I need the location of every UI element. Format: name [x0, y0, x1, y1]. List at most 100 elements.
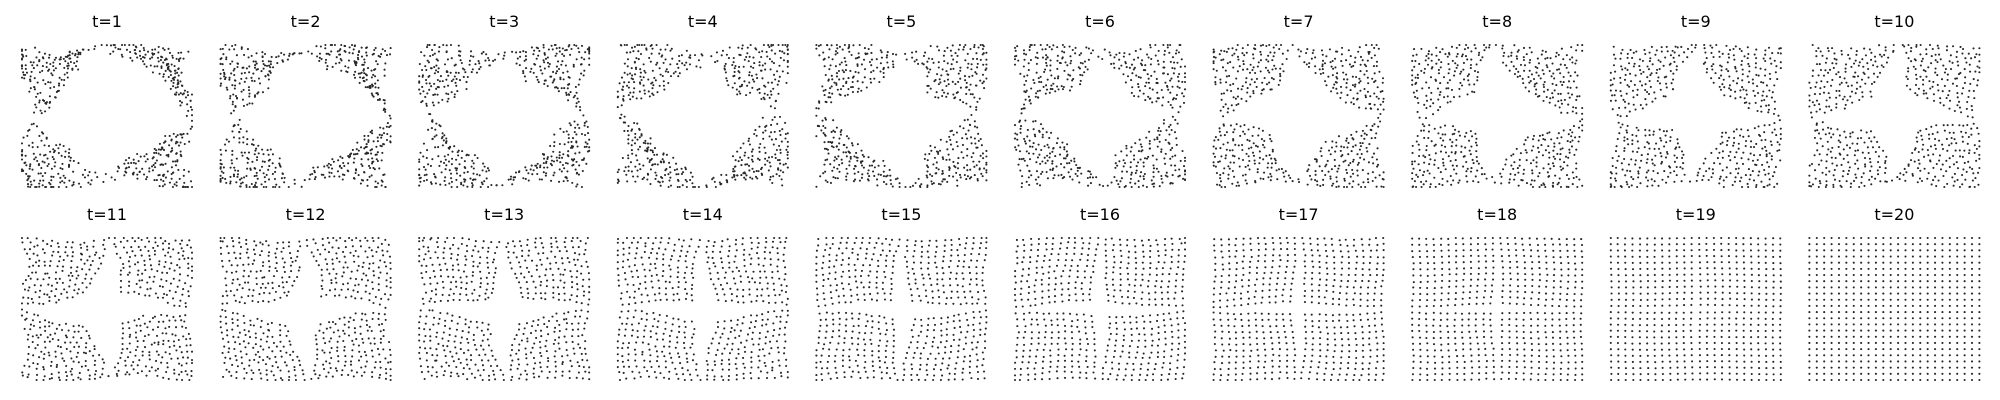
scatter-point [168, 51, 172, 54]
scatter-point [1515, 55, 1518, 58]
scatter-point [370, 152, 373, 155]
scatter-point [758, 51, 761, 54]
scatter-point [1475, 144, 1478, 147]
scatter-point [24, 67, 27, 70]
scatter-point [1340, 53, 1343, 56]
scatter-point [422, 90, 425, 93]
scatter-point [1547, 145, 1550, 148]
scatter-point [770, 49, 773, 52]
scatter-point [269, 66, 272, 69]
scatter-point [1065, 162, 1069, 165]
scatter-point [1117, 183, 1120, 186]
scatter-point [569, 91, 572, 94]
scatter-point [861, 173, 864, 176]
scatter-point [1423, 170, 1426, 173]
scatter-point [1675, 156, 1679, 159]
scatter-point [983, 167, 986, 170]
scatter-point [1241, 52, 1244, 55]
scatter-point [1019, 169, 1022, 172]
scatter-point [844, 69, 847, 72]
scatter-point [1703, 47, 1706, 50]
scatter-point [1120, 64, 1123, 67]
scatter-point [286, 58, 289, 61]
scatter-point [63, 73, 66, 76]
scatter-point [1581, 124, 1584, 127]
scatter-point [312, 166, 315, 169]
scatter-point [1110, 62, 1113, 65]
scatter-point [1673, 170, 1676, 173]
scatter-point [911, 184, 915, 187]
scatter-point [426, 43, 429, 47]
scatter-point [248, 102, 251, 105]
scatter-point [1044, 68, 1047, 71]
scatter-point [1686, 56, 1689, 59]
scatter-point [985, 171, 988, 174]
scatter-point [425, 46, 429, 49]
scatter-point [1173, 164, 1177, 167]
scatter-point [1152, 171, 1155, 174]
scatter-point [1549, 97, 1552, 100]
scatter-point [1612, 53, 1616, 56]
scatter-point [1721, 83, 1724, 86]
scatter-point [1238, 65, 1241, 68]
scatter-point [29, 87, 32, 90]
scatter-point [1713, 162, 1716, 165]
scatter-point [1016, 45, 1019, 48]
scatter-point [1249, 63, 1252, 66]
scatter-point [1338, 164, 1341, 167]
scatter-point [774, 138, 778, 141]
scatter-point [67, 155, 70, 158]
scatter-point [1164, 152, 1167, 155]
scatter-point [1371, 179, 1374, 183]
scatter-point [684, 178, 687, 181]
scatter-point [365, 54, 368, 57]
scatter-point [1166, 84, 1169, 87]
scatter-point [1673, 154, 1676, 157]
scatter-point [1281, 52, 1284, 55]
scatter-point [928, 173, 932, 176]
scatter-point [1305, 63, 1308, 66]
scatter-point [1177, 80, 1180, 83]
scatter-point [580, 72, 583, 75]
scatter-point [695, 65, 698, 68]
scatter-point [535, 164, 538, 167]
scatter-point [955, 131, 958, 134]
scatter-point [1377, 163, 1380, 166]
scatter-point [850, 53, 853, 57]
scatter-point [830, 74, 833, 77]
scatter-point [354, 172, 357, 175]
scatter-point [568, 122, 571, 125]
scatter-point [39, 109, 42, 112]
scatter-point [1273, 157, 1276, 160]
scatter-point [839, 133, 842, 136]
scatter-point [1171, 98, 1175, 101]
scatter-point [1330, 146, 1334, 149]
scatter-point [184, 185, 187, 189]
scatter-point [1028, 48, 1031, 52]
scatter-point [374, 180, 377, 183]
scatter-point [966, 175, 969, 178]
scatter-point [1091, 49, 1094, 52]
scatter-point [725, 173, 728, 177]
scatter-point [79, 51, 82, 54]
scatter-point [1232, 96, 1235, 99]
scatter-point [749, 65, 753, 68]
scatter-point [824, 134, 827, 137]
scatter-point [685, 180, 688, 183]
scatter-point [1065, 155, 1068, 158]
scatter-point [40, 112, 43, 115]
scatter-point [752, 170, 755, 173]
scatter-point [862, 166, 865, 169]
scatter-point [1176, 61, 1179, 64]
scatter-point [1020, 112, 1023, 115]
scatter-point [471, 184, 474, 187]
scatter-point [382, 143, 386, 146]
scatter-point [1324, 140, 1327, 143]
scatter-point [1036, 156, 1039, 159]
scatter-point [1134, 182, 1137, 185]
scatter-point [388, 114, 391, 117]
scatter-point [372, 166, 375, 169]
scatter-point [1269, 51, 1272, 54]
scatter-point [478, 62, 481, 65]
scatter-point [451, 157, 454, 160]
